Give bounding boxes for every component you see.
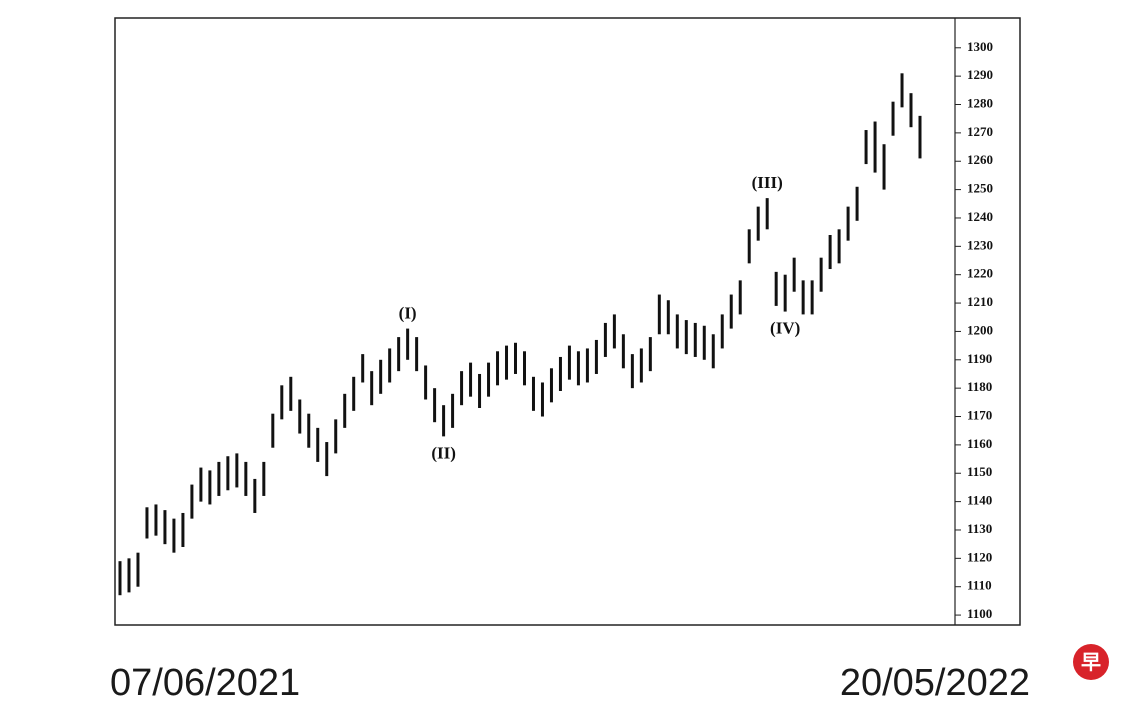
logo-badge — [1073, 644, 1109, 680]
y-tick-label: 1230 — [967, 237, 993, 252]
y-tick-label: 1220 — [967, 266, 993, 281]
y-tick-label: 1200 — [967, 322, 993, 337]
y-tick-label: 1300 — [967, 39, 993, 54]
y-tick-label: 1260 — [967, 152, 993, 167]
y-tick-label: 1290 — [967, 67, 993, 82]
y-tick-label: 1160 — [967, 436, 992, 451]
y-tick-label: 1280 — [967, 95, 993, 110]
y-tick-label: 1110 — [967, 578, 992, 593]
y-tick-label: 1270 — [967, 124, 993, 139]
wave-label: (II) — [431, 443, 456, 462]
y-tick-label: 1150 — [967, 464, 992, 479]
y-tick-label: 1250 — [967, 181, 993, 196]
y-tick-label: 1180 — [967, 379, 992, 394]
wave-label: (IV) — [770, 319, 800, 338]
wave-label: (I) — [399, 304, 417, 323]
logo: 早 — [1081, 650, 1101, 674]
y-tick-label: 1100 — [967, 606, 992, 621]
y-tick-label: 1130 — [967, 521, 992, 536]
x-tick-label: 07/06/2021 — [110, 662, 300, 704]
y-tick-label: 1210 — [967, 294, 993, 309]
wave-label: (III) — [752, 173, 783, 192]
y-tick-label: 1140 — [967, 493, 992, 508]
y-tick-label: 1120 — [967, 549, 992, 564]
plot-frame — [114, 17, 1021, 626]
y-tick-label: 1240 — [967, 209, 993, 224]
x-tick-label: 20/05/2022 — [840, 662, 1030, 704]
y-tick-label: 1170 — [967, 408, 992, 423]
y-tick-label: 1190 — [967, 351, 992, 366]
